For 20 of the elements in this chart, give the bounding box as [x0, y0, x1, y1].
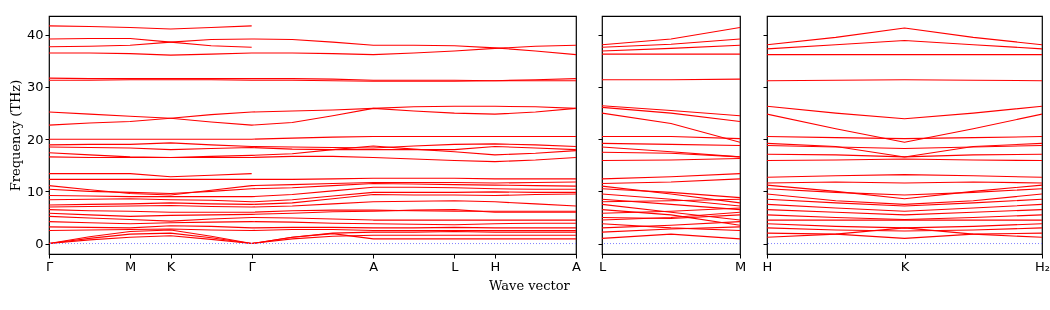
y-tick-label: 30	[26, 79, 44, 95]
y-tick-label: 20	[26, 131, 44, 147]
x-tick-label: M	[734, 258, 747, 274]
x-tick-label: L	[598, 258, 607, 274]
y-tick-label: 40	[26, 27, 44, 43]
x-tick-label: H	[490, 258, 501, 274]
y-tick-label: 10	[26, 183, 44, 199]
y-tick-label: 0	[35, 236, 44, 252]
x-tick-label: H	[762, 258, 773, 274]
x-tick-label: H₂	[1035, 258, 1050, 274]
x-tick-label: A	[572, 258, 582, 274]
x-tick-label: L	[451, 258, 460, 274]
x-axis-title: Wave vector	[489, 277, 571, 293]
x-tick-label: Γ	[248, 258, 257, 274]
x-tick-label: Γ	[45, 258, 54, 274]
x-tick-label: M	[124, 258, 137, 274]
x-tick-label: A	[369, 258, 379, 274]
x-tick-label: K	[900, 258, 910, 274]
x-tick-label: K	[166, 258, 176, 274]
y-axis-title: Frequency (THz)	[7, 79, 23, 192]
